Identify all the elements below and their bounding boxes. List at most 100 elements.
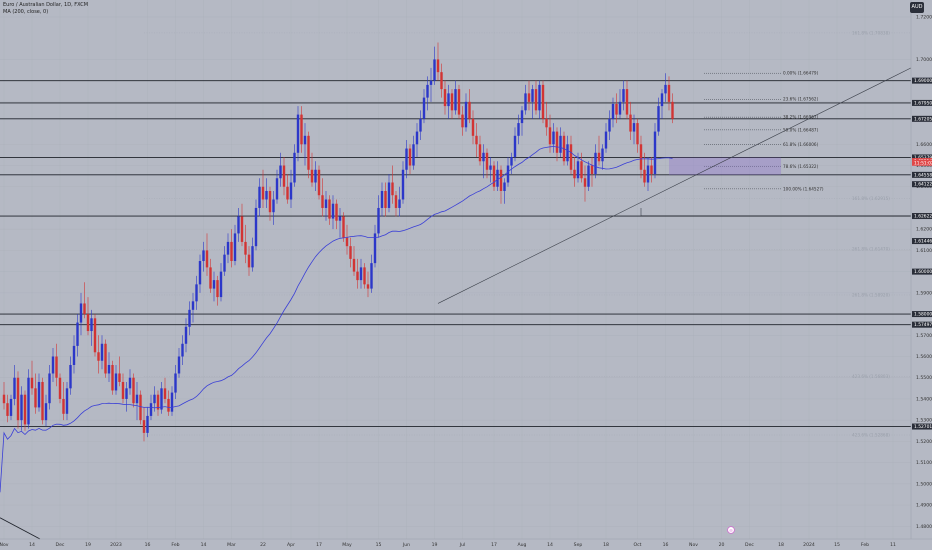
time-tick-label: 2023 <box>110 542 122 548</box>
candle-body <box>198 261 202 285</box>
time-tick-label: Apr <box>287 542 295 548</box>
price-tick-label: 1.70000 <box>916 57 932 63</box>
candle-body <box>636 123 639 145</box>
candle-body <box>412 144 415 166</box>
candle-body <box>170 392 174 412</box>
candle-body <box>233 233 237 262</box>
candle-body <box>48 373 51 404</box>
price-tick-label: 1.54000 <box>916 396 932 402</box>
time-tick-label: 22 <box>260 542 266 548</box>
candle-body <box>436 59 440 73</box>
price-tick-label: 1.62000 <box>916 227 932 233</box>
candle-body <box>450 93 454 111</box>
candle-body <box>65 388 69 414</box>
candle-body <box>247 254 251 268</box>
price-tag <box>912 171 932 178</box>
candle-body <box>153 394 156 404</box>
candle-body <box>219 271 223 298</box>
price-tag-label: 1.64122 <box>914 182 932 188</box>
symbol-title[interactable]: Euro / Australian Dollar, 1D, FXCM <box>3 2 89 8</box>
candle-body <box>300 114 303 145</box>
fib-level-label: 100.00% (1.64527) <box>783 186 824 191</box>
candle-body <box>559 135 562 153</box>
candle-body <box>503 182 506 191</box>
candle-body <box>345 237 349 247</box>
price-tag-label: 1.67205 <box>914 116 932 122</box>
tradingview-logo-icon[interactable]: ◎ <box>727 526 735 534</box>
candle-body <box>237 216 240 234</box>
candle-body <box>331 203 335 219</box>
time-tick-label: 16 <box>145 542 151 548</box>
time-tick-label: Feb <box>171 542 179 548</box>
candle-body <box>618 101 622 115</box>
candle-body <box>142 420 146 433</box>
fib-zone-highlight <box>669 157 781 175</box>
candle-body <box>114 373 118 391</box>
candle-body <box>447 93 450 107</box>
candle-body <box>191 301 195 310</box>
fib-level-label: 61.8% (1.66006) <box>783 142 819 147</box>
price-tick-label: 1.61000 <box>916 248 932 254</box>
candle-body <box>349 246 352 259</box>
fib-level-label: 0.00% (1.66479) <box>783 71 819 76</box>
candle-body <box>2 394 6 404</box>
time-tick-label: 17 <box>316 542 322 548</box>
candle-body <box>111 364 114 391</box>
candle-body <box>590 165 594 175</box>
candle-body <box>279 165 282 179</box>
candle-body <box>664 84 667 94</box>
projection-label: 161.8% (1.62915) <box>852 196 890 201</box>
candle-body <box>429 80 433 85</box>
candle-body <box>391 182 394 196</box>
price-tag <box>912 213 932 220</box>
time-tick-label: Oct <box>634 542 642 548</box>
time-tick-label: 18 <box>778 542 784 548</box>
candle-body <box>653 131 657 175</box>
candle-body <box>380 190 384 208</box>
candle-body <box>583 178 587 187</box>
indicator-label[interactable]: MA (200, close, 0) <box>3 9 49 15</box>
candle-body <box>272 199 275 213</box>
candle-body <box>394 195 398 208</box>
candle-body <box>83 303 86 315</box>
price-tag <box>912 238 932 245</box>
candle-body <box>303 135 307 145</box>
candle-body <box>307 135 310 170</box>
candle-body <box>401 169 405 200</box>
chart-legend: Euro / Australian Dollar, 1D, FXCM MA (2… <box>3 2 88 16</box>
candle-body <box>513 135 517 158</box>
candle-body <box>387 182 391 208</box>
time-axis[interactable]: Nov 14 Dec 19 2023 16 Feb 14 Mar 22 Apr 17 May 15 Jun 1… <box>0 542 896 548</box>
candle-body <box>545 118 548 128</box>
time-tick-label: 14 <box>547 542 553 548</box>
candle-body <box>209 267 212 289</box>
price-tag-label: 1.65379 <box>914 155 932 161</box>
candle-body <box>419 118 422 132</box>
price-tag <box>912 181 932 188</box>
candle-body <box>188 309 191 327</box>
candle-body <box>289 182 293 200</box>
currency-badge[interactable]: AUD <box>910 2 924 13</box>
projection-label: 261.8% (1.58920) <box>852 292 890 297</box>
candle-body <box>258 186 261 208</box>
candle-body <box>524 93 527 111</box>
candle-body <box>41 381 44 421</box>
candle-body <box>517 123 520 136</box>
fib-level-label: 50.0% (1.66487) <box>783 127 819 132</box>
price-tag <box>912 423 932 430</box>
downtrend-line <box>0 517 41 540</box>
projection-label: 161.8% (1.70838) <box>852 30 890 35</box>
fibonacci-retracement: 0.00% (1.66479) 23.6% (1.67562) 38.2% (1.6… <box>144 30 911 437</box>
projection-label: 261.8% (1.61470) <box>852 247 890 252</box>
time-tick-label: Jul <box>459 542 466 548</box>
candle-body <box>611 103 615 119</box>
candle-body <box>121 381 125 399</box>
time-tick-label: Nov <box>689 542 698 548</box>
candle-body <box>97 352 100 361</box>
candle-body <box>44 403 48 421</box>
candle-body <box>384 190 387 208</box>
trendlines <box>0 67 912 540</box>
candle-body <box>254 207 258 247</box>
candle-body <box>510 157 513 166</box>
